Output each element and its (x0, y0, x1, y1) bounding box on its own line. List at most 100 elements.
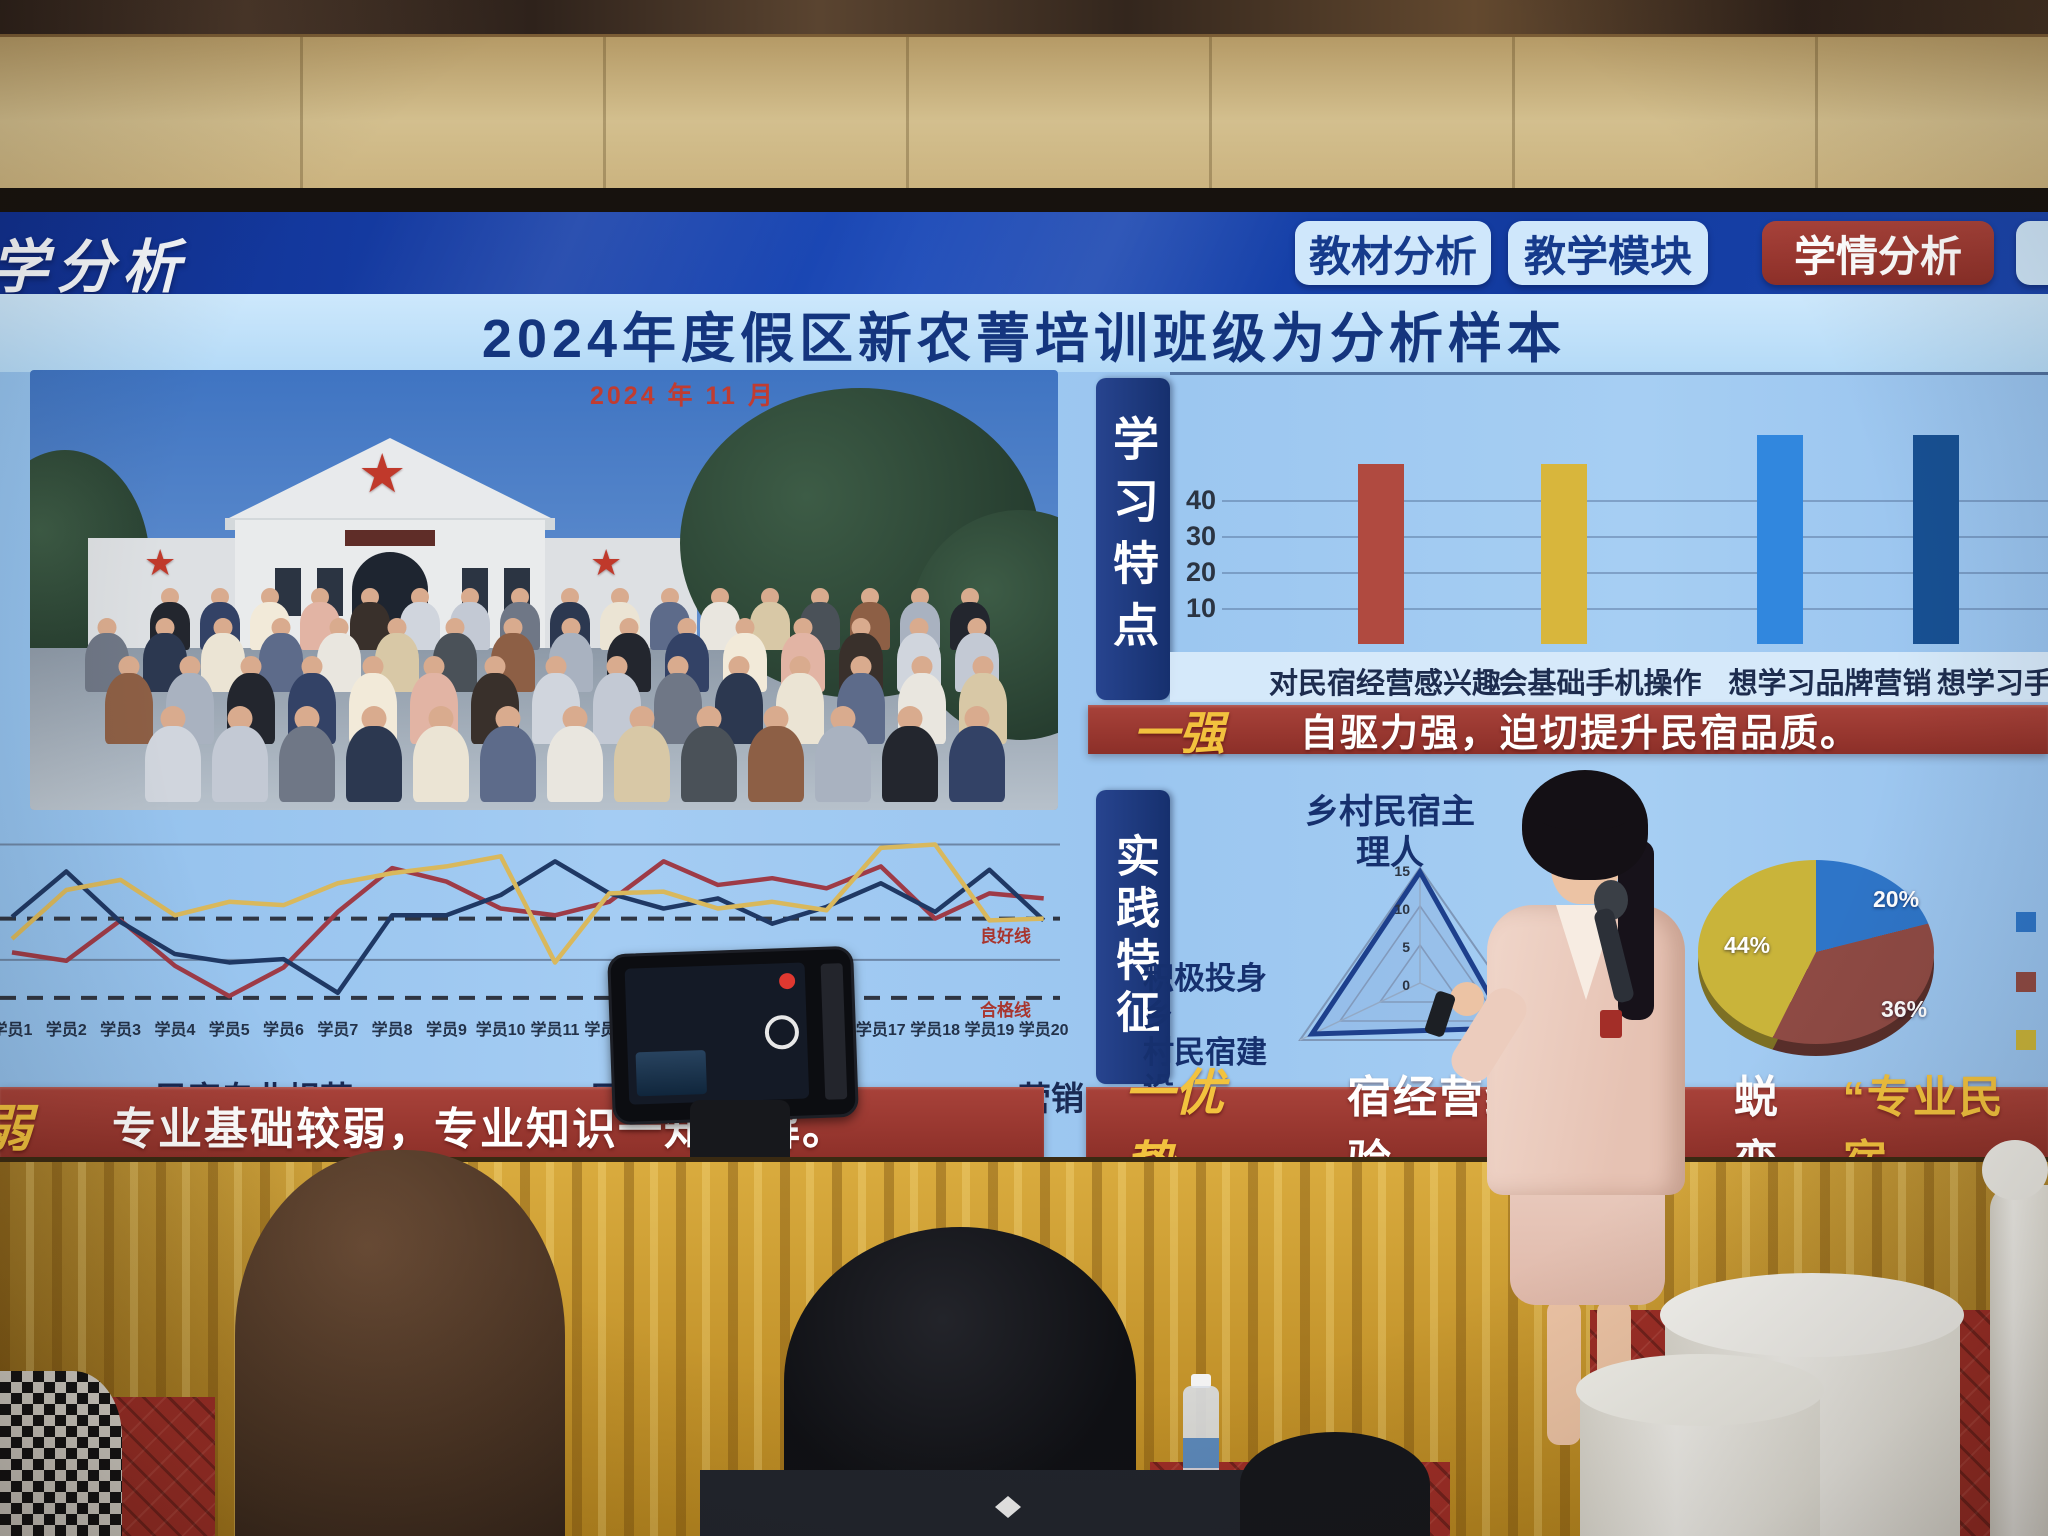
line-chart: 良好线 合格线 学员1学员2学员3学员4学员5学员6学员7学员8学员9学员10学… (0, 828, 1069, 1078)
pie-top (1698, 859, 1934, 1045)
bar-ytick: 30 (1185, 521, 1216, 551)
banner-strength-text: 自驱力强，迫切提升民宿品质。 (1300, 713, 1861, 755)
bar-chart: 10 20 30 40 (1170, 372, 2048, 663)
pie-legend-swatch-yellow (2016, 1030, 2036, 1050)
bar-gridline (1222, 500, 2048, 502)
line-xlabel: 学员2 (45, 1022, 87, 1039)
bar-ytick: 20 (1185, 557, 1216, 587)
radar-axis-label-top-line2: 理人 (1356, 834, 1424, 872)
crowd-person (547, 706, 603, 802)
line-xlabel: 学员3 (100, 1022, 142, 1039)
shirt-logo (995, 1496, 1021, 1518)
presenter-hand (1450, 982, 1484, 1016)
bar-gridline (1222, 608, 2048, 610)
svg-text:5: 5 (1402, 939, 1410, 955)
crowd-person (279, 706, 335, 802)
banner-weak-tag-partial: 弱 (0, 1089, 32, 1161)
line-xlabel: 学员20 (1018, 1022, 1069, 1039)
audience-head (1240, 1432, 1430, 1536)
projection-screen: 学分析 教材分析 教学模块 学情分析 2024年度假区新农菁培训班级为分析样本 (0, 212, 2048, 1193)
svg-text:10: 10 (1394, 901, 1410, 917)
nav-tab-partial[interactable] (2016, 221, 2048, 285)
nav-tab-learner-analysis[interactable]: 学情分析 (1762, 221, 1994, 285)
bar-chart-category-labels: 对民宿经营感兴趣会基础手机操作想学习品牌营销想学习手机A (1170, 652, 2048, 702)
crowd-person (748, 706, 804, 802)
audience-head (235, 1150, 565, 1536)
nav-tab-textbook-analysis[interactable]: 教材分析 (1295, 221, 1491, 285)
line-xlabel: 学员10 (475, 1022, 526, 1039)
line-xlabel: 学员5 (208, 1022, 250, 1039)
red-star-icon: ★ (358, 444, 407, 504)
line-xlabel: 学员18 (910, 1022, 960, 1039)
line-xlabel: 学员17 (855, 1022, 906, 1039)
slide-title-band: 2024年度假区新农菁培训班级为分析样本 (0, 294, 2048, 372)
nav-tab-teaching-modules[interactable]: 教学模块 (1508, 221, 1708, 285)
banner-strength: 一强 自驱力强，迫切提升民宿品质。 (1088, 705, 2048, 759)
crowd-person (882, 706, 938, 802)
radar-axis-label-left-line1: 积极投身乡 (1143, 961, 1267, 1033)
radar-axis-label-top: 乡村民宿主 理人 (1250, 792, 1530, 874)
group-photo: ★ ★ ★ 2024 年 11 月 (30, 370, 1058, 810)
radar-axis-label-top-line1: 乡村民宿主 (1305, 793, 1475, 831)
pie-chart: 20% 36% 44% (1690, 842, 1960, 1057)
recording-phone (607, 945, 859, 1126)
shutter-icon (764, 1014, 800, 1050)
group-photo-crowd (30, 370, 1058, 810)
line-xlabel: 学员6 (263, 1022, 304, 1039)
phone-screen (624, 962, 810, 1105)
series-民宿专业规范 (11, 859, 1044, 999)
bar-3 (1913, 435, 1959, 644)
presenter-bangs (1538, 800, 1630, 830)
series-民宿美学素养 (10, 859, 1046, 996)
screen-bezel (0, 188, 2048, 214)
line-xlabel: 学员11 (530, 1022, 580, 1039)
crowd-person (413, 706, 469, 802)
side-table (1990, 1185, 2048, 1536)
ribbon-practice-traits: 实践特征 (1096, 790, 1170, 1084)
slide-header-band: 学分析 教材分析 教学模块 学情分析 (0, 212, 2048, 294)
back-wall (0, 37, 2048, 190)
banner-strength-tag: 一强 (1133, 706, 1225, 759)
red-star-icon: ★ (144, 542, 177, 583)
presenter-skirt (1510, 1180, 1665, 1305)
ribbon-learning-traits: 学习特点 (1096, 378, 1170, 700)
presenter-leg (1547, 1300, 1581, 1445)
slide-content: ★ ★ ★ 2024 年 11 月 学习特点 10 20 30 40 对民宿经营感兴趣… (0, 370, 2048, 1193)
good-line-label: 良好线 (980, 927, 1031, 946)
line-xlabel: 学员4 (154, 1022, 196, 1039)
round-table-top (1660, 1273, 1964, 1357)
bar-1 (1541, 464, 1587, 644)
line-xlabel: 学员9 (425, 1022, 467, 1039)
bar-ytick: 10 (1185, 593, 1216, 623)
crowd-person (201, 618, 245, 692)
bar-category-label: 对民宿经营感兴趣 (1268, 668, 1502, 700)
crowd-person (317, 618, 361, 692)
crowd-person (815, 706, 871, 802)
side-table-top (1982, 1140, 2048, 1200)
slide-header-partial-title: 学分析 (0, 235, 189, 294)
line-xlabel: 学员1 (0, 1022, 33, 1039)
line-xlabel: 学员8 (371, 1022, 413, 1039)
pie-label-20: 20% (1873, 886, 1920, 912)
crowd-person (614, 706, 670, 802)
pie-legend-swatch-brown (2016, 972, 2036, 992)
round-table-top (1576, 1354, 1824, 1426)
banner-advantage: 一优势 宿经营经验 蜕变 “专业民宿 (1086, 1065, 2048, 1193)
svg-text:15: 15 (1394, 863, 1410, 879)
bar-gridline (1222, 536, 2048, 538)
crowd-person (480, 706, 536, 802)
audience-houndstooth-shoulder (0, 1371, 122, 1536)
stage-seam (0, 1157, 2048, 1165)
line-xlabel: 学员19 (964, 1022, 1015, 1039)
red-star-icon: ★ (590, 542, 623, 583)
audience-shoulders (700, 1470, 1250, 1536)
line-chart-svg (0, 842, 1060, 1000)
crowd-person (145, 706, 201, 802)
pass-line-label: 合格线 (980, 1001, 1031, 1020)
series-营销 (10, 842, 1044, 965)
bar-2 (1757, 435, 1803, 644)
bar-category-label: 想学习手机A (1937, 668, 2048, 700)
photo-date-caption: 2024 年 11 月 (590, 382, 776, 410)
crowd-person (681, 706, 737, 802)
